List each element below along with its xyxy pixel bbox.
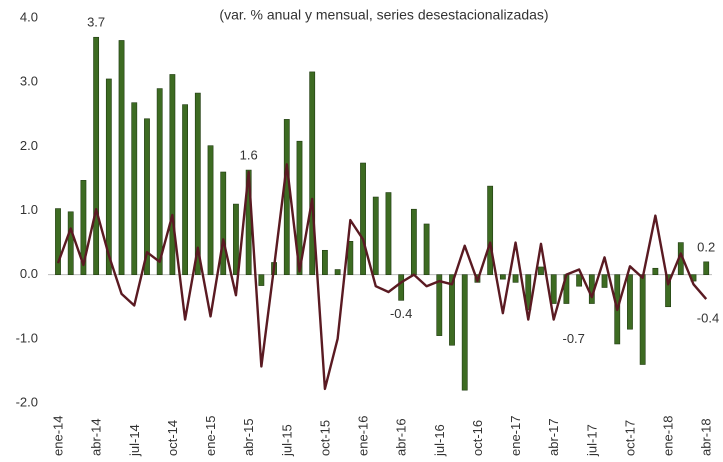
bar-value-label: -0.4 [390,306,412,321]
y-tick-label: 0.0 [20,266,38,281]
x-tick-label: jul-17 [584,424,599,457]
y-tick-label: -1.0 [16,330,38,345]
bar [627,274,633,330]
x-tick-label: jul-15 [279,424,294,457]
bar [360,162,366,275]
bar [334,269,341,275]
bar [283,119,290,275]
x-tick-label: abr-14 [89,418,104,456]
bar [347,241,354,275]
bar [525,274,532,311]
bar [93,36,100,275]
bar [194,92,201,275]
bar [309,71,316,275]
line-value-label: -0.7 [562,331,584,346]
bar [512,274,519,283]
bar-value-label: 1.6 [240,148,258,163]
y-tick-label: 3.0 [20,74,38,89]
bar [372,196,379,275]
bar [576,274,583,287]
line-value-label: -0.4 [697,310,719,325]
x-tick-label: ene-14 [51,416,66,456]
line [56,163,708,391]
bar [461,274,468,391]
x-tick-label: oct-16 [470,420,485,456]
bar [410,208,417,275]
bar [322,249,328,275]
bar [169,74,176,275]
bar [220,171,227,275]
x-tick-label: ene-17 [508,416,523,456]
x-tick-label: abr-17 [546,418,561,456]
bar-value-label: 0.2 [697,239,715,254]
x-tick-label: abr-15 [241,418,256,456]
bar [80,180,87,275]
bar [639,274,646,365]
bar [55,208,61,275]
x-tick-label: oct-14 [165,420,180,456]
chart-subtitle: (var. % anual y mensual, series desestac… [219,7,548,23]
y-tick-label: 1.0 [20,202,38,217]
x-tick-label: abr-18 [699,418,714,456]
y-tick-label: 4.0 [20,9,38,24]
bar [105,78,112,275]
bar [233,203,239,275]
bar [601,274,608,288]
bar [67,211,74,275]
bar [398,274,405,301]
bar [449,274,455,346]
bar [538,266,544,275]
x-tick-label: oct-15 [317,420,332,456]
bar [550,274,557,304]
bar [156,88,163,275]
bar [118,40,125,275]
bar [207,145,214,275]
bar [144,118,150,275]
bar [182,104,188,275]
x-tick-label: ene-15 [203,416,218,456]
x-tick-label: ene-18 [661,416,676,456]
bar [296,140,303,275]
bar [436,274,443,336]
bar [665,274,671,308]
x-tick-label: ene-16 [356,416,371,456]
bar [652,267,659,275]
x-tick-label: jul-14 [127,424,142,457]
bar [385,192,392,275]
bar [703,261,710,275]
y-tick-label: 2.0 [20,138,38,153]
bar [499,274,506,280]
x-tick-label: oct-17 [622,420,637,456]
y-tick-label: -2.0 [16,394,38,409]
bar [487,185,494,275]
bar [423,223,430,275]
x-tick-label: jul-16 [432,424,447,457]
bar [258,274,265,286]
x-tick-label: abr-16 [394,418,409,456]
bar [131,102,138,275]
bar-value-label: 3.7 [87,15,105,30]
